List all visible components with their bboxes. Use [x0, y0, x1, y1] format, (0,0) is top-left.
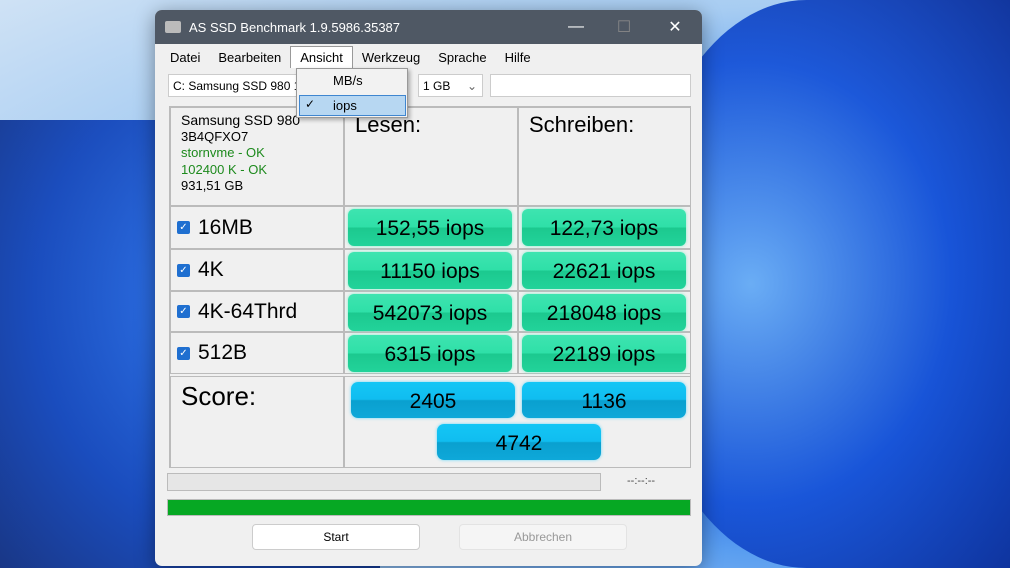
test-label[interactable]: ✓ 4K-64Thrd	[177, 300, 297, 324]
firmware: 3B4QFXO7	[181, 128, 249, 144]
checkbox-checked-icon[interactable]: ✓	[177, 221, 190, 234]
cancel-button[interactable]: Abbrechen	[459, 524, 627, 550]
row-label-cell: ✓ 16MB	[170, 206, 344, 249]
drive-name: Samsung SSD 980	[181, 112, 301, 128]
maximize-button[interactable]: ☐	[616, 19, 632, 36]
driver-status: stornvme - OK	[181, 145, 265, 160]
score-cell: 2405 1136 4742	[344, 376, 691, 468]
drive-info: Samsung SSD 980 3B4QFXO7 stornvme - OK 1…	[170, 107, 344, 206]
read-result: 152,55 iops	[348, 209, 512, 246]
checkbox-checked-icon[interactable]: ✓	[177, 263, 190, 277]
results-table: Samsung SSD 980 3B4QFXO7 stornvme - OK 1…	[169, 106, 691, 468]
close-button[interactable]: ✕	[668, 19, 682, 36]
test-name: 4K	[198, 258, 224, 281]
test-name: 512B	[198, 341, 248, 364]
as-ssd-window: AS SSD Benchmark 1.9.5986.35387 — ☐ ✕ Da…	[155, 10, 702, 566]
checkbox-checked-icon[interactable]: ✓	[177, 346, 190, 360]
chevron-down-icon: ⌄	[466, 79, 477, 93]
score-total: 4742	[437, 424, 601, 460]
write-result: 218048 iops	[522, 294, 686, 331]
read-result: 542073 iops	[348, 294, 512, 331]
score-label-cell: Score:	[170, 376, 344, 468]
menu-hilfe[interactable]: Hilfe	[504, 49, 531, 65]
write-cell: 22189 iops	[518, 332, 691, 374]
score-write: 1136	[522, 382, 686, 418]
status-field	[490, 74, 691, 97]
menu-bearbeiten[interactable]: Bearbeiten	[218, 49, 282, 65]
time-readout: --:--:--	[627, 475, 656, 487]
drive-icon	[165, 21, 181, 33]
minimize-button[interactable]: —	[568, 18, 584, 35]
menu-item-iops[interactable]: iops	[333, 98, 357, 113]
write-header: Schreiben:	[529, 112, 635, 137]
alignment-status: 102400 K - OK	[181, 161, 267, 177]
menu-item-iops-highlight[interactable]	[299, 95, 406, 116]
menu-bar: Datei Bearbeiten Ansicht Werkzeug Sprach…	[155, 44, 702, 70]
write-result: 22621 iops	[522, 252, 686, 289]
read-header-cell: Lesen:	[344, 107, 518, 206]
score-label: Score:	[181, 381, 257, 411]
test-name: 16MB	[198, 215, 253, 239]
read-cell: 6315 iops	[344, 332, 518, 374]
menu-werkzeug[interactable]: Werkzeug	[361, 49, 421, 65]
test-label[interactable]: ✓ 16MB	[177, 216, 253, 240]
read-cell: 542073 iops	[344, 291, 518, 332]
row-label-cell: ✓ 512B	[170, 332, 344, 374]
ansicht-dropdown: MB/s ✓ iops	[296, 68, 408, 118]
menu-ansicht[interactable]: Ansicht	[290, 46, 353, 68]
start-button[interactable]: Start	[252, 524, 420, 550]
read-result: 6315 iops	[348, 335, 512, 372]
write-cell: 22621 iops	[518, 249, 691, 291]
row-label-cell: ✓ 4K-64Thrd	[170, 291, 344, 332]
size-value: 1 GB	[423, 79, 451, 93]
read-result: 11150 iops	[348, 252, 512, 289]
test-label[interactable]: ✓ 4K	[177, 258, 224, 282]
write-cell: 122,73 iops	[518, 206, 691, 249]
window-title: AS SSD Benchmark 1.9.5986.35387	[189, 19, 401, 35]
checkbox-checked-icon[interactable]: ✓	[177, 305, 190, 318]
read-cell: 11150 iops	[344, 249, 518, 291]
size-select[interactable]: 1 GB ⌄	[418, 74, 483, 97]
capacity: 931,51 GB	[181, 178, 244, 193]
row-label-cell: ✓ 4K	[170, 249, 344, 291]
progress-bar-total	[167, 499, 691, 516]
menu-item-mbs[interactable]: MB/s	[333, 73, 363, 88]
title-bar: AS SSD Benchmark 1.9.5986.35387 — ☐ ✕	[155, 10, 702, 44]
test-name: 4K-64Thrd	[198, 299, 298, 323]
menu-datei[interactable]: Datei	[170, 49, 201, 65]
score-read: 2405	[351, 382, 515, 418]
write-result: 122,73 iops	[522, 209, 686, 246]
check-icon: ✓	[305, 97, 316, 111]
progress-fill	[168, 500, 690, 515]
write-header-cell: Schreiben:	[518, 107, 691, 206]
progress-bar-test	[167, 473, 601, 491]
write-cell: 218048 iops	[518, 291, 691, 332]
test-label[interactable]: ✓ 512B	[177, 341, 247, 365]
menu-sprache[interactable]: Sprache	[438, 49, 487, 65]
write-result: 22189 iops	[522, 335, 686, 372]
read-cell: 152,55 iops	[344, 206, 518, 249]
